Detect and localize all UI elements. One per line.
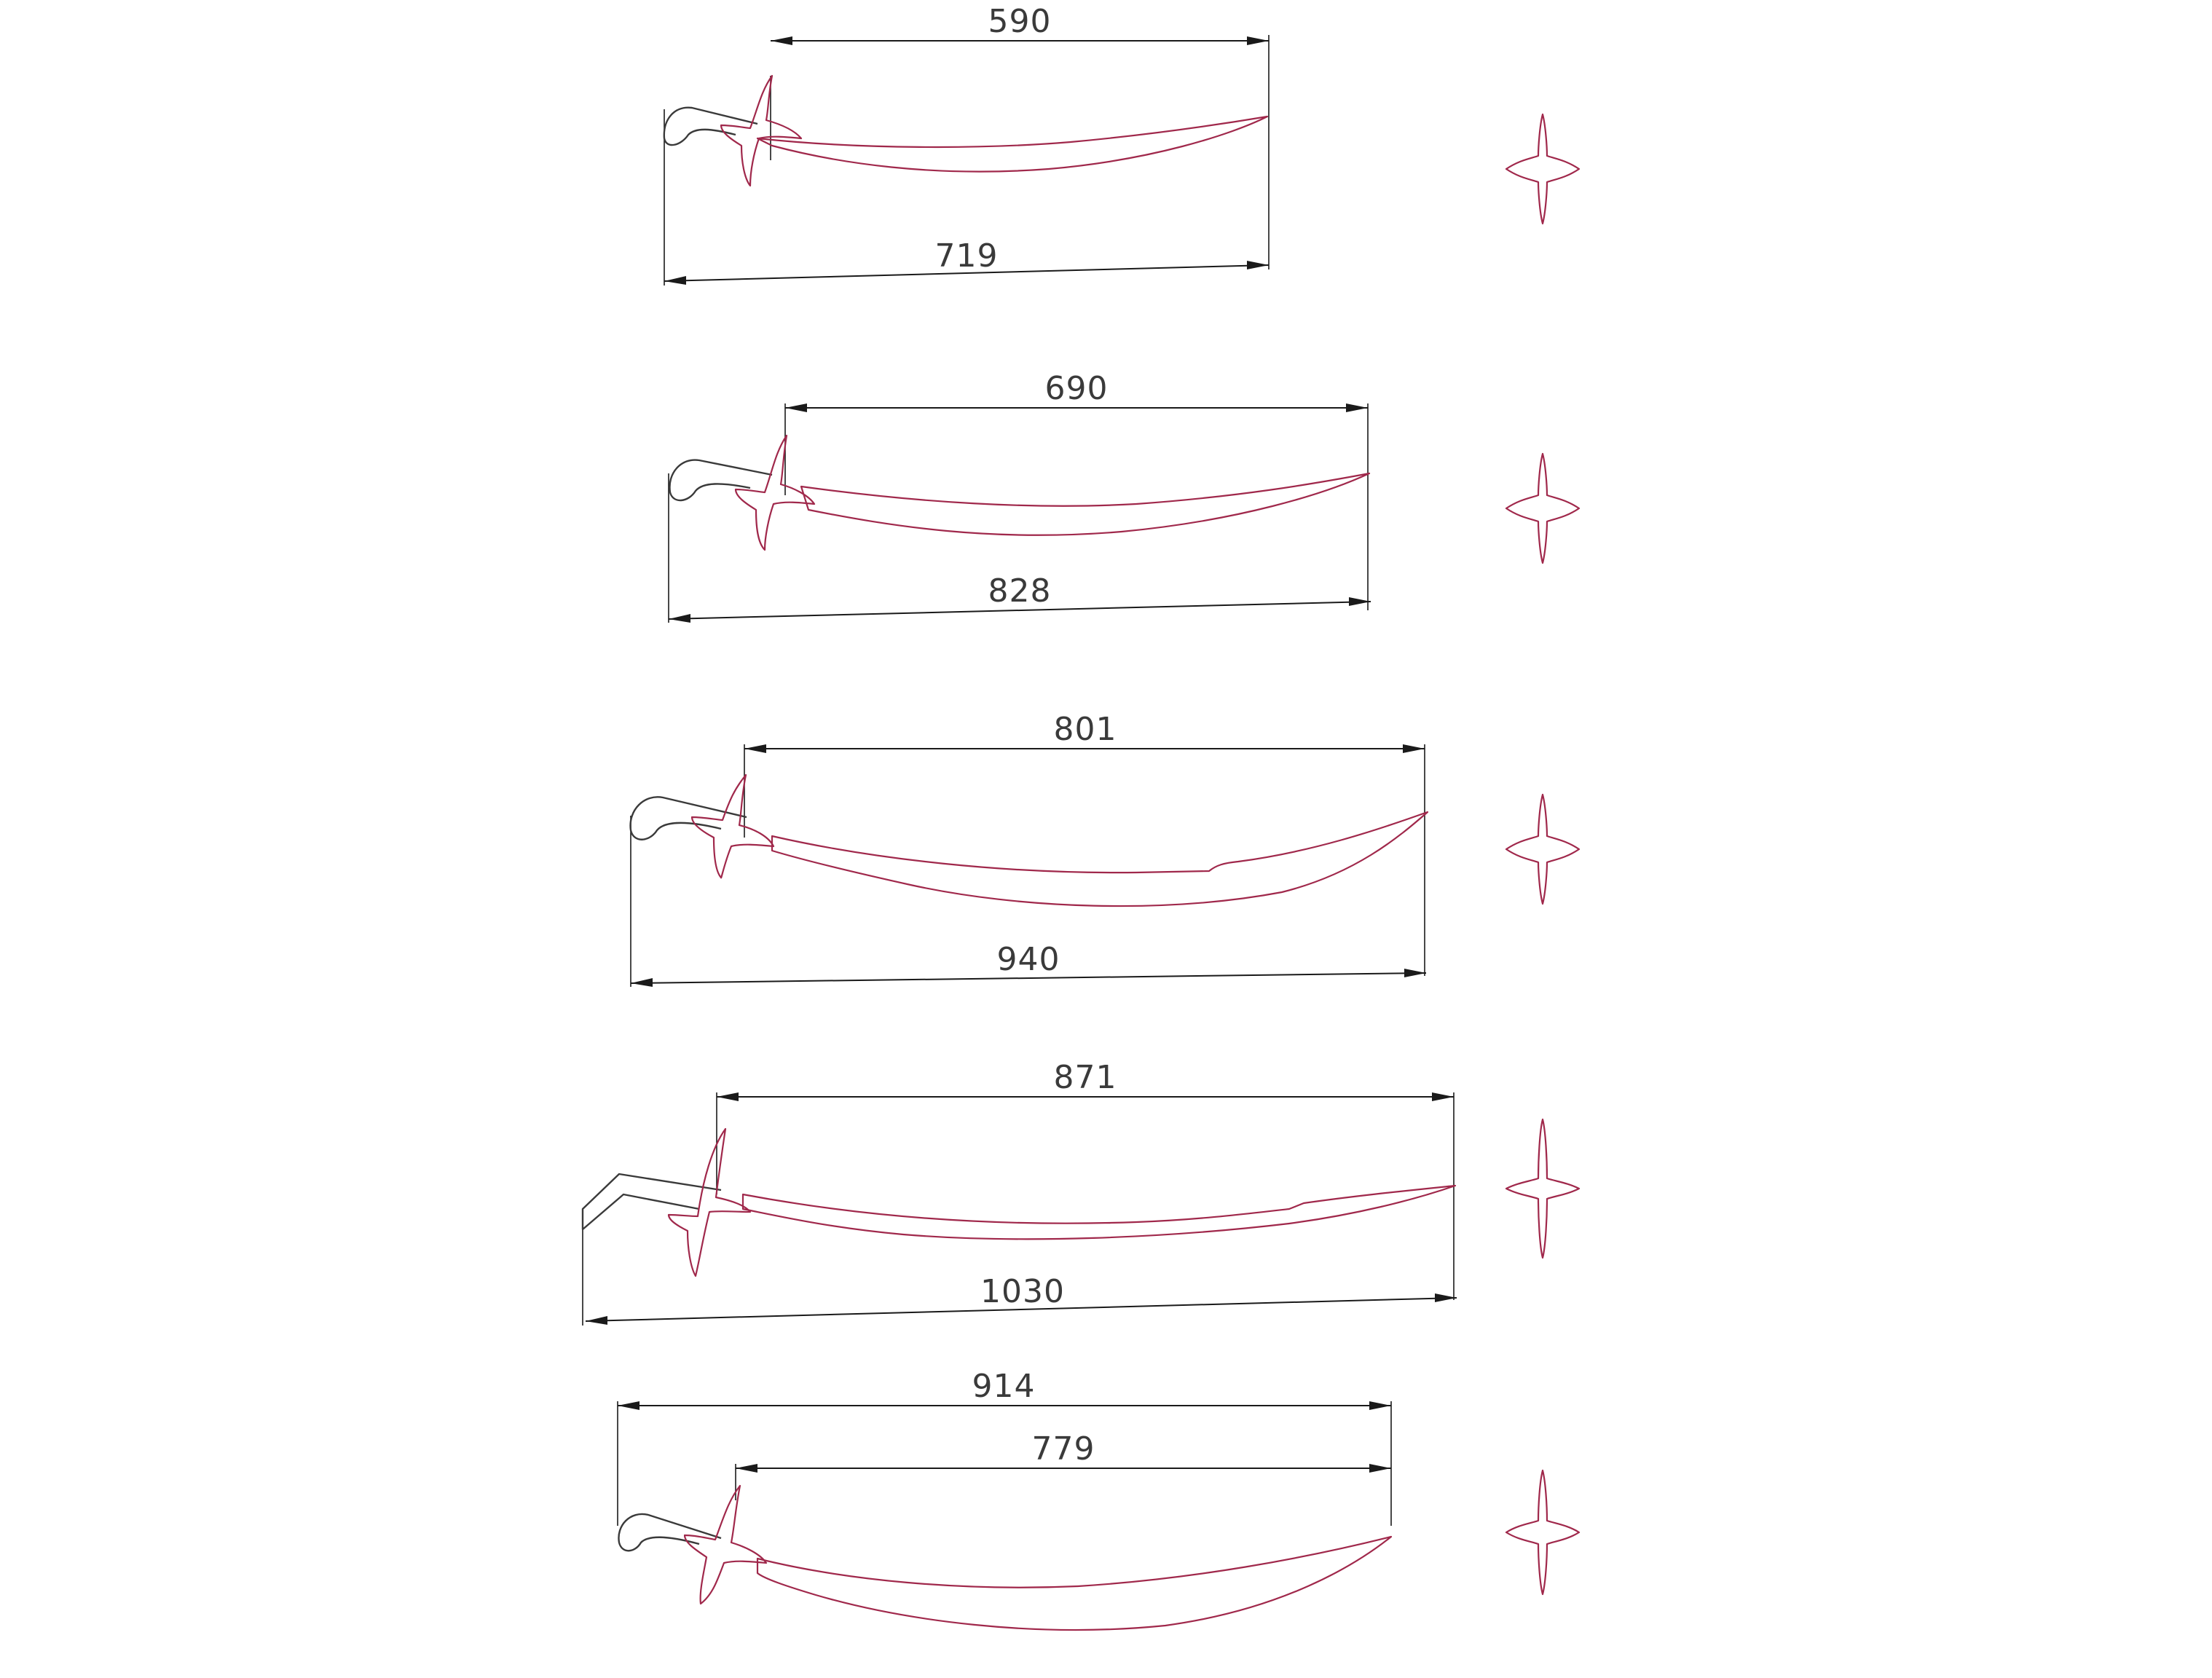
blade-outline	[771, 811, 1429, 907]
total-length-label: 828	[988, 572, 1052, 610]
hilt-outline	[663, 106, 758, 146]
cross-guard	[734, 434, 816, 551]
cross-guard-icon	[1505, 1469, 1581, 1596]
blade-outline	[741, 1184, 1457, 1240]
cross-guard-icon	[1505, 793, 1581, 905]
cross-guard	[690, 773, 775, 879]
total-dimension-5: 914	[617, 1368, 1392, 1526]
blade-outline	[800, 472, 1371, 536]
total-length-label: 1030	[980, 1273, 1065, 1310]
total-dimension-3: 940	[630, 816, 1427, 987]
hilt-outline	[581, 1173, 722, 1231]
total-length-label: 940	[997, 941, 1060, 978]
blade-dimension-5: 779	[735, 1430, 1391, 1500]
blade-length-label: 871	[1054, 1059, 1117, 1096]
total-length-label: 719	[935, 237, 999, 275]
blade-outline	[756, 115, 1269, 173]
blade-length-label: 590	[988, 3, 1052, 40]
total-dimension-4: 1030	[582, 1209, 1457, 1326]
blade-dimension-1: 590	[770, 3, 1270, 269]
sword-3: 801 940	[629, 711, 1429, 987]
blade-length-label: 779	[1032, 1430, 1095, 1468]
blade-length-label: 801	[1054, 711, 1117, 748]
total-dimension-2: 828	[668, 473, 1371, 623]
blade-length-label: 690	[1045, 370, 1109, 407]
sword-5: 914 779	[617, 1368, 1393, 1631]
hilt-outline	[629, 796, 747, 840]
cross-guard	[667, 1127, 752, 1277]
cross-guard	[683, 1484, 768, 1605]
sword-1: 590 719	[663, 3, 1270, 285]
blade-dimension-3: 801	[744, 711, 1425, 976]
cross-guard-icon	[1505, 113, 1581, 225]
cross-guard	[720, 74, 803, 187]
total-dimension-1: 719	[664, 109, 1270, 285]
sword-4: 871 1030	[581, 1059, 1457, 1326]
cross-guard-icon	[1505, 1118, 1581, 1259]
total-length-label: 914	[972, 1368, 1036, 1405]
blade-dimension-2: 690	[784, 370, 1369, 610]
blade-outline	[756, 1535, 1393, 1631]
hilt-outline	[618, 1513, 722, 1552]
hilt-outline	[669, 459, 773, 502]
blade-dimension-4: 871	[716, 1059, 1455, 1300]
sword-2: 690 828	[668, 370, 1371, 623]
cross-guard-icon	[1505, 452, 1581, 564]
